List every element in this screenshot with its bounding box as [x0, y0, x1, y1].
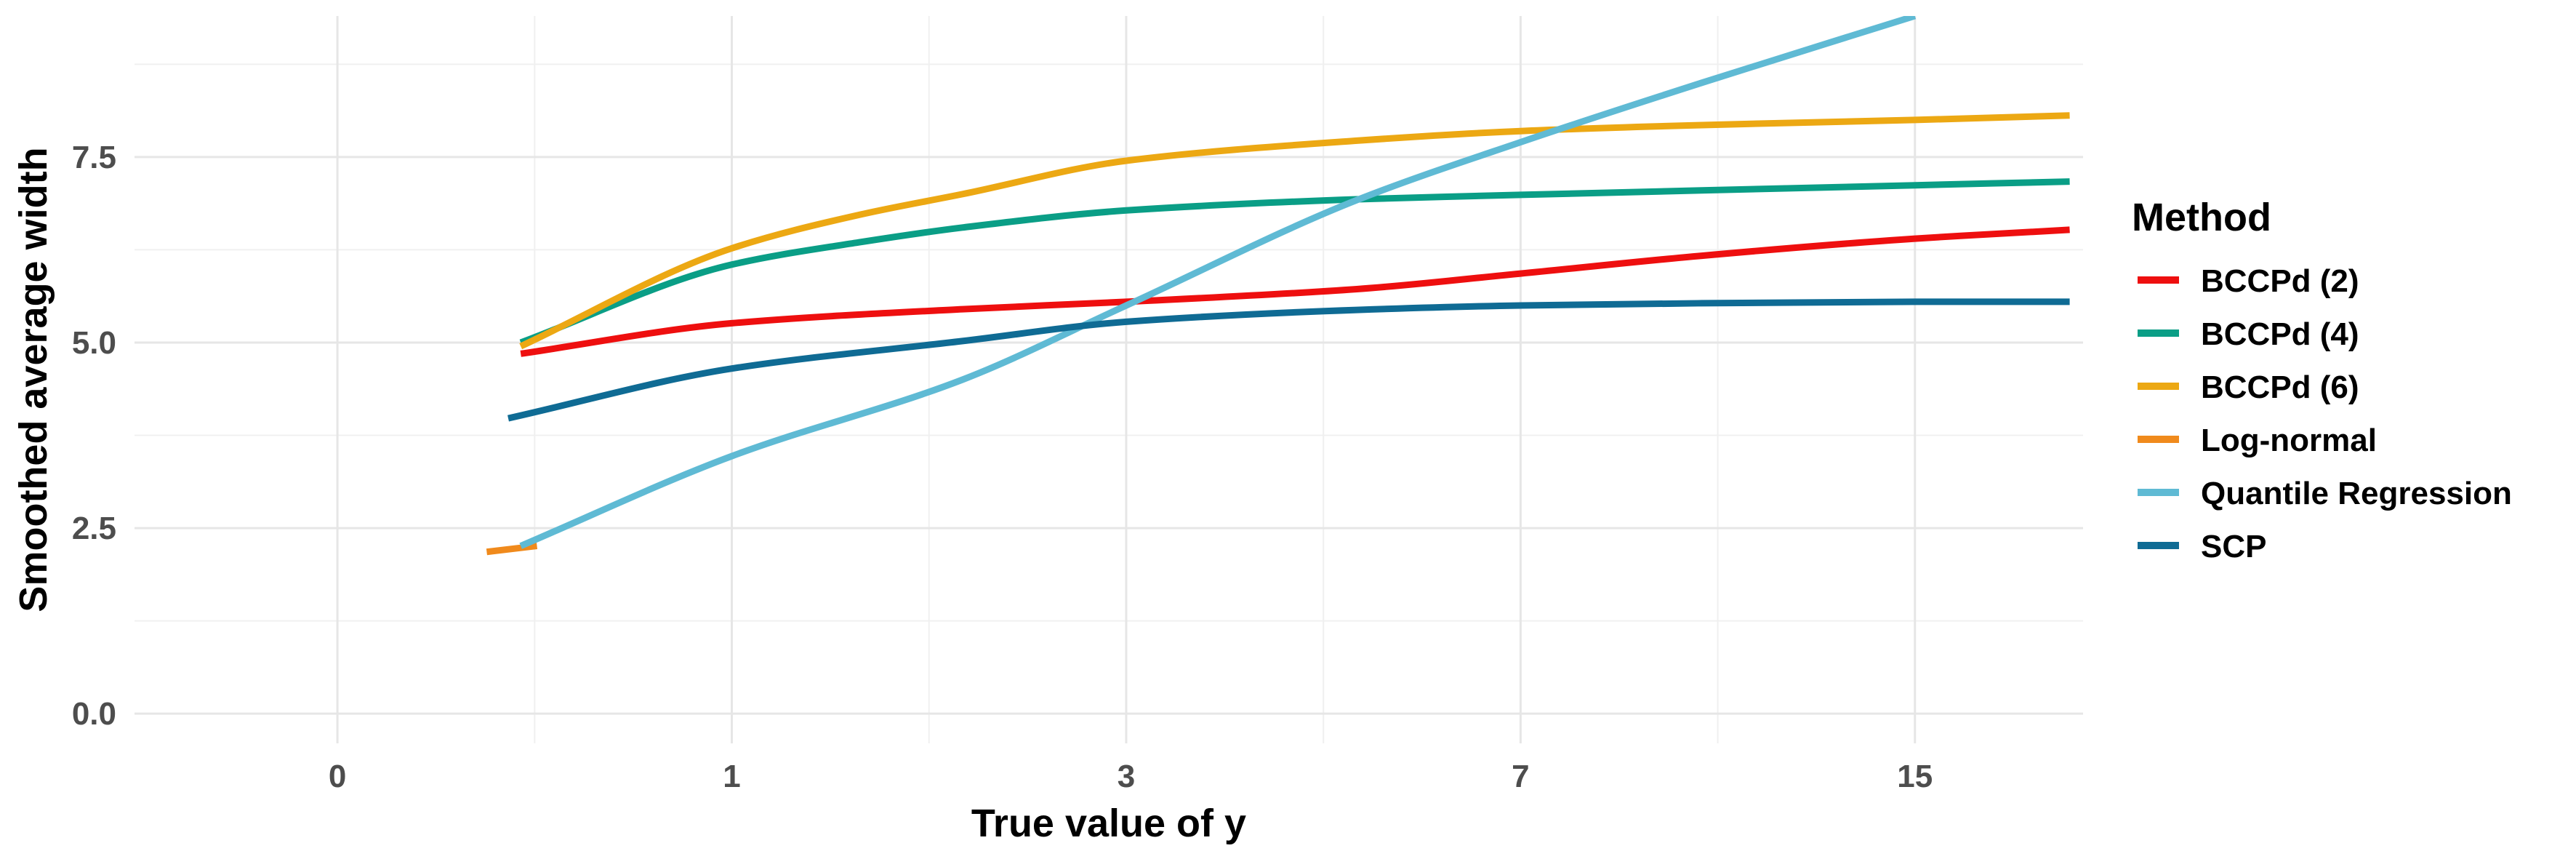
grid [135, 16, 2083, 743]
y-tick-label: 7.5 [72, 140, 116, 175]
legend-title: Method [2132, 196, 2271, 239]
legend: Method BCCPd (2) BCCPd (4) BCCPd (6) Log-no… [2132, 196, 2512, 564]
series-line-quantile-regression [519, 16, 1917, 549]
legend-label-bccpd-6: BCCPd (6) [2201, 369, 2359, 405]
y-tick-label: 0.0 [72, 696, 116, 732]
x-tick-label: 0 [329, 759, 346, 794]
x-tick-label: 7 [1512, 759, 1529, 794]
legend-label-bccpd-2: BCCPd (2) [2201, 263, 2359, 299]
y-tick-label: 2.5 [72, 511, 116, 546]
series-line-log-normal [486, 543, 538, 556]
legend-label-scp: SCP [2201, 529, 2266, 564]
series-line-bccpd-4 [519, 178, 2070, 346]
legend-item-scp: SCP [2138, 529, 2266, 564]
legend-label-log-normal: Log-normal [2201, 423, 2377, 458]
legend-label-bccpd-4: BCCPd (4) [2201, 316, 2359, 352]
series-line-bccpd-6 [519, 112, 2070, 350]
legend-item-log-normal: Log-normal [2138, 423, 2377, 458]
x-tick-label: 3 [1118, 759, 1135, 794]
legend-label-quantile-regression: Quantile Regression [2201, 476, 2512, 511]
series-line-scp [507, 298, 2070, 422]
legend-item-bccpd-2: BCCPd (2) [2138, 263, 2359, 299]
series-line-bccpd-2 [520, 226, 2070, 357]
x-tick-label: 1 [723, 759, 740, 794]
legend-item-quantile-regression: Quantile Regression [2138, 476, 2512, 511]
series-lines [486, 16, 2070, 556]
x-axis-title: True value of y [971, 802, 1246, 845]
legend-item-bccpd-6: BCCPd (6) [2138, 369, 2359, 405]
x-tick-label: 15 [1897, 759, 1933, 794]
y-tick-label: 5.0 [72, 325, 116, 361]
axis-ticks: 0 1 3 7 15 0.0 2.5 5.0 7.5 [72, 140, 1933, 794]
legend-items: BCCPd (2) BCCPd (4) BCCPd (6) Log-normal Qua… [2138, 263, 2512, 564]
legend-item-bccpd-4: BCCPd (4) [2138, 316, 2359, 352]
y-axis-title: Smoothed average width [12, 147, 55, 612]
